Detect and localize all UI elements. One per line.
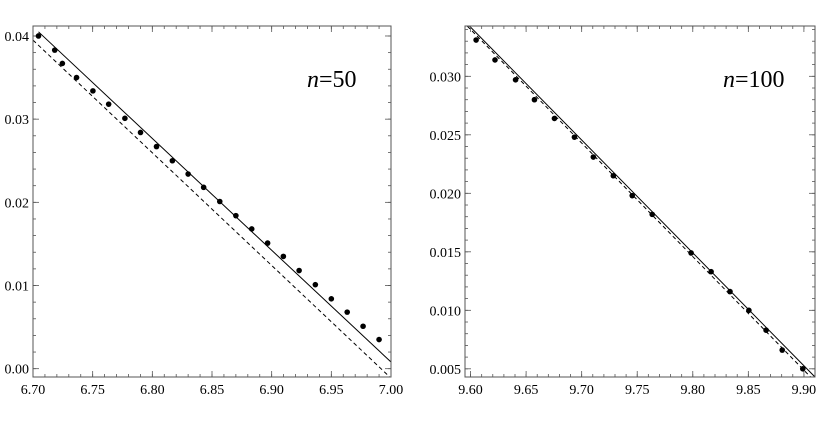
data-point: [122, 115, 128, 122]
y-tick-label: 0.015: [430, 246, 462, 261]
x-tick-label: 6.80: [140, 383, 165, 398]
data-point: [153, 143, 160, 150]
y-tick-label: 0.025: [430, 129, 462, 144]
chart-panel-left: 6.70 6.75 6.80 6.85 6.90 6.95 7.00 0.00 0.01 0.02…: [5, 25, 404, 398]
dashed-line-series: [32, 39, 391, 378]
data-point: [512, 77, 519, 83]
panel-label-variable: n: [723, 67, 735, 93]
panel-label-left: n=50: [307, 67, 357, 93]
data-point: [105, 101, 112, 107]
y-tick-label: 0.04: [5, 30, 30, 45]
data-point: [216, 198, 223, 205]
x-tick-label: 9.70: [569, 383, 594, 398]
x-tick-label: 6.95: [319, 383, 344, 398]
data-point: [312, 281, 319, 288]
x-tick-label: 6.85: [200, 383, 225, 398]
dashed-line-series: [466, 25, 811, 378]
data-point: [590, 154, 597, 160]
data-point: [360, 323, 366, 330]
x-tick-label: 6.75: [80, 383, 105, 398]
y-tick-label: 0.020: [430, 187, 462, 202]
panel-label-variable: n: [307, 67, 319, 93]
x-tick-label: 6.70: [21, 383, 46, 398]
data-point: [376, 336, 382, 343]
y-tick-label: 0.01: [5, 280, 30, 295]
x-tick-label: 9.90: [792, 383, 817, 398]
x-tick-label: 7.00: [379, 383, 404, 398]
plot-frame: [464, 25, 816, 378]
data-point: [51, 47, 58, 53]
data-point: [169, 157, 176, 164]
y-tick-label: 0.02: [5, 196, 30, 211]
x-tick-label: 9.75: [625, 383, 650, 398]
panel-label-value: =50: [319, 67, 357, 93]
data-point: [233, 212, 239, 219]
data-point: [73, 74, 80, 81]
y-tick-label: 0.03: [5, 113, 30, 128]
data-point: [328, 296, 335, 302]
x-tick-label: 9.60: [458, 383, 483, 398]
data-point: [799, 366, 806, 372]
data-point: [344, 309, 351, 315]
data-point: [35, 33, 42, 39]
y-tick-label: 0.030: [430, 70, 462, 85]
data-point: [280, 253, 287, 260]
y-tick-label: 0.010: [430, 304, 462, 319]
data-point: [551, 115, 558, 122]
data-point: [90, 88, 96, 94]
chart-panel-right: 9.60 9.65 9.70 9.75 9.80 9.85 9.90 0.005 0.010 0.…: [430, 25, 817, 398]
data-point: [296, 267, 302, 274]
data-point: [708, 268, 714, 275]
data-point: [137, 129, 144, 136]
data-point: [629, 192, 636, 199]
x-tick-label: 9.80: [681, 383, 706, 398]
data-point: [571, 134, 578, 140]
data-point: [492, 57, 498, 63]
data-point: [59, 60, 66, 67]
x-tick-label: 9.85: [736, 383, 761, 398]
data-point: [531, 96, 538, 103]
data-point: [649, 211, 656, 218]
solid-line-series: [38, 31, 392, 363]
x-tick-label: 9.65: [514, 383, 539, 398]
data-point: [763, 327, 769, 334]
y-tick-label: 0.005: [430, 363, 462, 378]
data-point: [610, 172, 617, 179]
data-point: [688, 250, 694, 256]
y-tick-label: 0.00: [5, 363, 30, 378]
data-point: [185, 171, 191, 177]
panel-label-value: =100: [735, 67, 785, 93]
data-point: [727, 288, 733, 295]
solid-line-series: [469, 25, 816, 378]
data-point: [746, 307, 752, 314]
data-point: [264, 240, 271, 246]
data-point: [779, 347, 786, 353]
panel-label-right: n=100: [723, 67, 785, 93]
x-tick-label: 6.90: [259, 383, 284, 398]
data-point: [200, 184, 207, 191]
data-point: [248, 226, 255, 232]
data-point: [473, 37, 479, 43]
